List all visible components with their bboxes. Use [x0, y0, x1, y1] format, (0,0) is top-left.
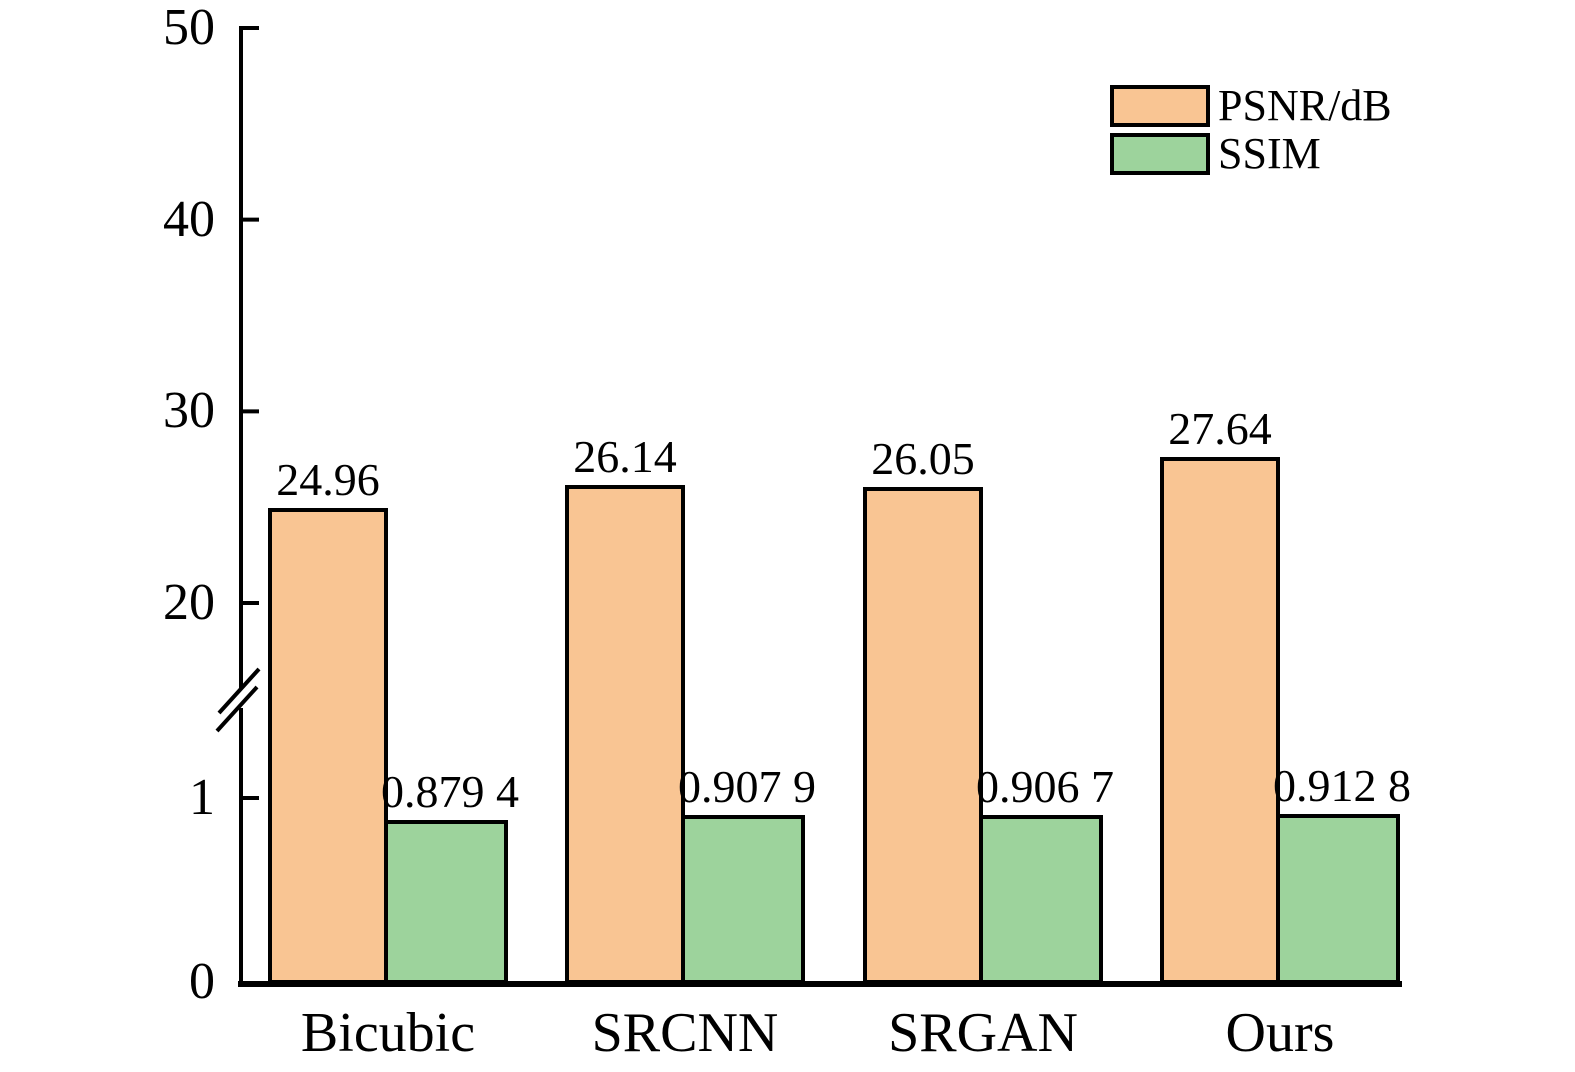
bar-ssim-bicubic: [388, 820, 508, 984]
bar-value-label: 26.14: [573, 431, 677, 483]
axis-break-slash: [215, 685, 259, 733]
x-tick-label-bicubic: Bicubic: [300, 1002, 476, 1064]
bar-ssim-srgan: [983, 815, 1103, 984]
y-tick-label: 20: [163, 574, 215, 631]
bar-ssim-ours: [1280, 814, 1400, 984]
bar-value-label: 0.879 4: [381, 766, 519, 818]
legend-item-ssim: SSIM: [1110, 129, 1392, 178]
bar-value-label: 27.64: [1168, 402, 1272, 454]
bar-psnr-ours: [1160, 456, 1280, 984]
bar-ssim-srcnn: [685, 814, 805, 984]
y-tick-label: 50: [163, 0, 215, 56]
legend-item-psnr: PSNR/dB: [1110, 81, 1392, 130]
axis-break-slash: [217, 667, 261, 715]
bar-value-label: 0.907 9: [678, 760, 816, 812]
x-tick-label-ours: Ours: [1225, 1002, 1335, 1064]
legend: PSNR/dB SSIM: [1110, 81, 1392, 181]
x-tick-label-srcnn: SRCNN: [591, 1002, 779, 1064]
y-tick-label: 40: [163, 190, 215, 248]
legend-label-ssim: SSIM: [1218, 129, 1321, 178]
bar-value-label: 0.912 8: [1273, 760, 1411, 812]
bar-value-label: 0.906 7: [976, 761, 1114, 813]
x-tick-label-srgan: SRGAN: [888, 1002, 1078, 1064]
legend-swatch-psnr: [1110, 85, 1210, 127]
y-tick-label: 0: [189, 953, 215, 1010]
bar-value-label: 26.05: [871, 433, 975, 485]
legend-label-psnr: PSNR/dB: [1218, 81, 1392, 130]
legend-swatch-ssim: [1110, 133, 1210, 175]
bar-psnr-srgan: [863, 487, 983, 984]
bar-psnr-bicubic: [268, 507, 388, 984]
bar-value-label: 24.96: [276, 453, 380, 505]
y-tick-label: 1: [189, 769, 215, 826]
y-tick-label: 30: [163, 382, 215, 440]
bar-psnr-srcnn: [565, 485, 685, 984]
